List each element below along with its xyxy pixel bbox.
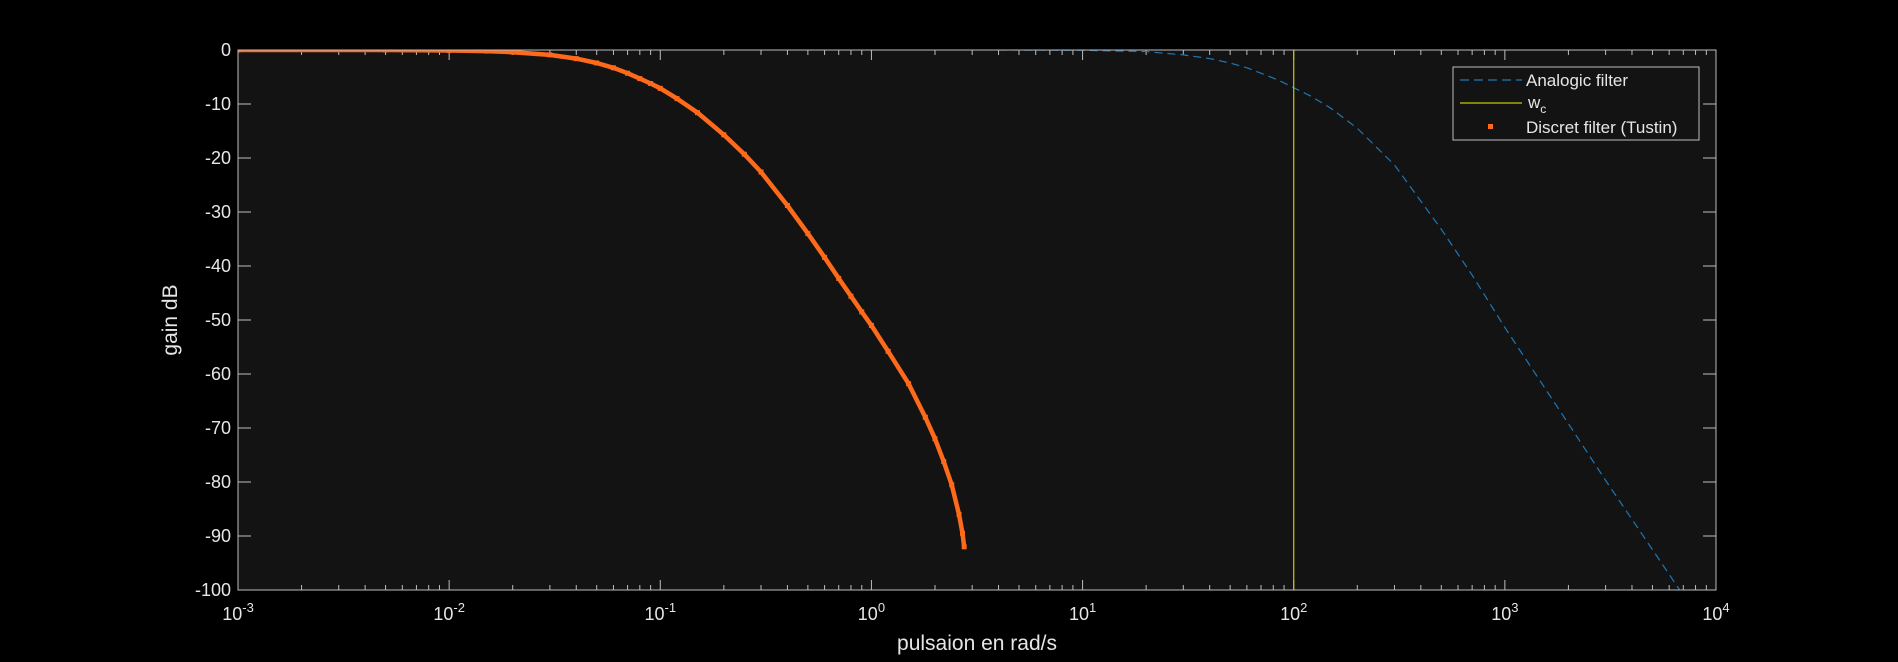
plot-frame	[237, 49, 1717, 591]
x-tick-label: 103	[1491, 600, 1518, 624]
x-tick-label: 10-2	[433, 600, 465, 624]
x-tick-label-exponent: 4	[1722, 600, 1729, 615]
y-tick-label: -30	[205, 202, 231, 222]
legend-label-wc: wc	[1527, 93, 1546, 116]
tick-labels: 10-3 10-2 10-1 100 101 102 103 1040-10-20-30-40…	[195, 40, 1730, 624]
series-discret-point	[625, 70, 631, 76]
y-tick-label: -50	[205, 310, 231, 330]
x-tick-label-exponent: 1	[1089, 600, 1096, 615]
x-tick-label: 10-1	[644, 600, 676, 624]
x-tick-label-base: 10	[858, 604, 878, 624]
series-discret-point	[949, 482, 955, 488]
series-discret-point	[848, 293, 854, 299]
x-tick-label: 104	[1702, 600, 1729, 624]
series-discret-point	[648, 80, 654, 86]
x-tick-label-base: 10	[433, 604, 453, 624]
series-discret-point	[932, 436, 938, 442]
legend-label-discret: Discret filter (Tustin)	[1526, 118, 1677, 137]
series-discret-point	[822, 254, 828, 260]
x-tick-label-base: 10	[1702, 604, 1722, 624]
y-tick-label: -60	[205, 364, 231, 384]
y-tick-label: -100	[195, 580, 231, 600]
x-tick-label: 10-3	[222, 600, 254, 624]
x-tick-label-exponent: 0	[878, 600, 885, 615]
series-discret-point	[922, 414, 928, 420]
x-tick-label: 100	[858, 600, 885, 624]
series-discret-point	[573, 56, 579, 62]
series-discret-point	[741, 151, 747, 157]
y-tick-label: -70	[205, 418, 231, 438]
x-tick-label-base: 10	[1491, 604, 1511, 624]
x-tick-label-exponent: -1	[665, 600, 677, 615]
series-discret-point	[758, 169, 764, 175]
series-discret-point	[906, 381, 912, 387]
y-tick-label: -40	[205, 256, 231, 276]
series-discret-point	[510, 50, 516, 55]
series-discret-point	[836, 275, 842, 281]
series-discret-point	[960, 530, 966, 536]
x-tick-label-base: 10	[222, 604, 242, 624]
y-tick-label: -80	[205, 472, 231, 492]
series-discret-trace	[238, 50, 967, 550]
legend-label-wc-main: w	[1527, 93, 1541, 112]
series-discret-point	[446, 50, 452, 54]
series-layer	[238, 50, 1681, 590]
y-tick-label: -20	[205, 148, 231, 168]
x-tick-label: 102	[1280, 600, 1307, 624]
series-discret-point	[956, 511, 962, 517]
series-analogic-line	[998, 50, 1681, 590]
x-tick-label-base: 10	[644, 604, 664, 624]
y-axis-label: gain dB	[159, 284, 182, 355]
legend-swatch-discret	[1488, 124, 1493, 129]
series-discret-point	[637, 76, 643, 82]
series-discret-point	[547, 52, 553, 58]
series-discret-point	[610, 65, 616, 71]
series-discret-point	[784, 203, 790, 209]
y-tick-label: 0	[221, 40, 231, 60]
series-discret-point	[483, 50, 489, 54]
x-tick-label-exponent: 3	[1511, 600, 1518, 615]
legend-label-wc-sub: c	[1540, 102, 1546, 116]
x-tick-label-exponent: -3	[242, 600, 254, 615]
series-discret-point	[885, 348, 891, 354]
x-tick-label-base: 10	[1280, 604, 1300, 624]
legend: Analogic filter wc Discret filter (Tusti…	[1452, 66, 1700, 141]
series-discret-point	[805, 231, 811, 237]
x-tick-label-exponent: 2	[1300, 600, 1307, 615]
y-tick-label: -90	[205, 526, 231, 546]
x-tick-label-exponent: -2	[453, 600, 465, 615]
axis-ticks	[237, 49, 1717, 591]
series-discret-point	[961, 544, 967, 550]
series-discret-point	[859, 309, 865, 315]
series-discret-point	[694, 110, 700, 116]
x-axis-label: pulsaion en rad/s	[897, 632, 1057, 655]
series-discret-point	[594, 60, 600, 66]
series-discret-point	[657, 85, 663, 91]
series-discret-point	[383, 50, 389, 53]
series-discret-point	[941, 458, 947, 464]
series-discret-point	[238, 50, 241, 53]
series-discret-point	[721, 132, 727, 138]
y-tick-label: -10	[205, 94, 231, 114]
x-tick-label-base: 10	[1069, 604, 1089, 624]
series-discret-point	[674, 96, 680, 102]
x-tick-label: 101	[1069, 600, 1096, 624]
legend-label-analogic: Analogic filter	[1526, 71, 1628, 90]
series-discret-point	[868, 322, 874, 328]
